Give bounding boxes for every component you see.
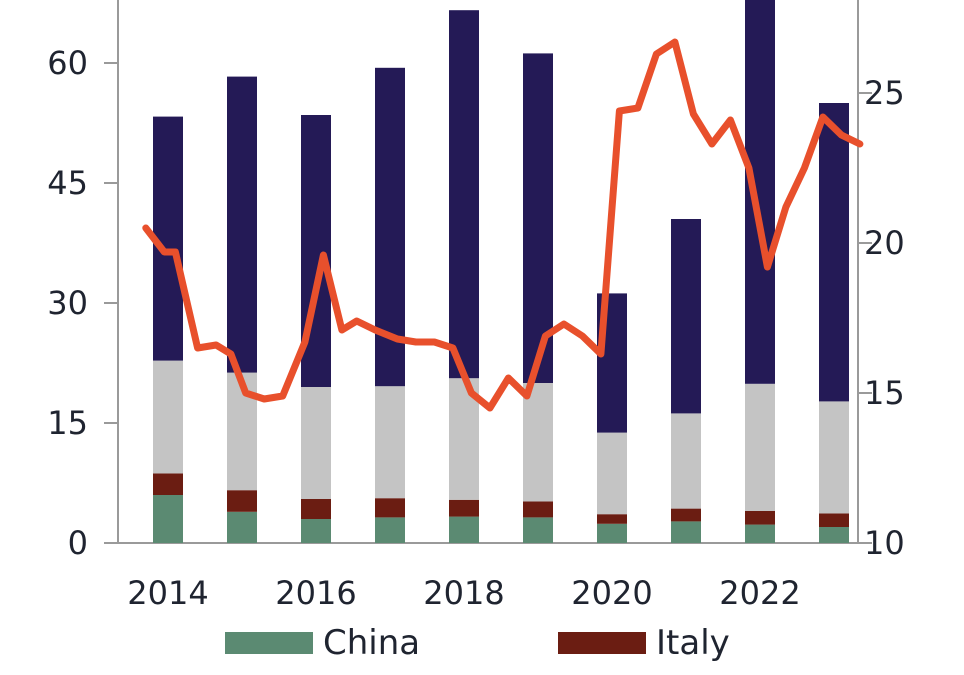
bar-segment-2022-s3	[745, 0, 775, 384]
bar-segment-2022-s0	[745, 524, 775, 543]
bar-segment-2014-s0	[153, 495, 183, 543]
bar-segment-2016-s0	[301, 519, 331, 543]
x-tick-label: 2018	[423, 574, 504, 612]
y-left-tick-label: 60	[47, 44, 88, 82]
bar-segment-2014-s2	[153, 360, 183, 474]
bar-segment-2023-s1	[819, 513, 849, 527]
x-tick-label: 2014	[127, 574, 208, 612]
y-left-ticks: 0 15 30 45 60	[47, 44, 118, 562]
bar-segment-2018-s0	[449, 516, 479, 543]
y-right-tick-label: 25	[864, 74, 905, 112]
bar-segment-2020-s0	[597, 523, 627, 543]
bar-stacks	[153, 0, 849, 543]
bar-segment-2014-s1	[153, 473, 183, 495]
x-tick-labels: 2014 2016 2018 2020 2022	[127, 574, 800, 612]
bar-segment-2017-s0	[375, 517, 405, 543]
bar-segment-2019-s0	[523, 517, 553, 543]
bar-segment-2022-s1	[745, 511, 775, 525]
bar-segment-2023-s0	[819, 527, 849, 543]
legend-swatch	[225, 632, 313, 654]
bar-segment-2021-s2	[671, 413, 701, 509]
x-tick-label: 2020	[571, 574, 652, 612]
bar-segment-2021-s3	[671, 219, 701, 414]
y-left-tick-label: 15	[47, 404, 88, 442]
y-right-ticks: 10 15 20 25	[858, 74, 905, 562]
bar-segment-2015-s3	[227, 76, 257, 373]
y-left-tick-label: 30	[47, 284, 88, 322]
line-series-path	[142, 38, 864, 412]
bar-segment-2018-s3	[449, 10, 479, 379]
bar-segment-2018-s1	[449, 499, 479, 517]
bar-segment-2019-s1	[523, 501, 553, 518]
legend: China Italy	[225, 623, 730, 663]
y-right-tick-label: 15	[864, 374, 905, 412]
bar-segment-2016-s1	[301, 499, 331, 519]
bar-segment-2020-s1	[597, 514, 627, 524]
y-right-tick-label: 10	[864, 524, 905, 562]
bar-segment-2023-s3	[819, 103, 849, 402]
bar-segment-2015-s1	[227, 490, 257, 512]
x-tick-label: 2016	[275, 574, 356, 612]
y-left-tick-label: 45	[47, 164, 88, 202]
bar-segment-2017-s1	[375, 498, 405, 518]
y-right-tick-label: 20	[864, 224, 905, 262]
bar-segment-2022-s2	[745, 383, 775, 511]
y-left-tick-label: 0	[68, 524, 88, 562]
bar-segment-2023-s2	[819, 401, 849, 514]
bar-segment-2015-s0	[227, 511, 257, 543]
line-series	[142, 38, 864, 412]
bar-segment-2019-s2	[523, 383, 553, 502]
x-tick-label: 2022	[719, 574, 800, 612]
legend-label: Italy	[656, 623, 730, 663]
bar-segment-2020-s2	[597, 432, 627, 515]
legend-label: China	[323, 623, 420, 663]
bar-segment-2021-s1	[671, 508, 701, 522]
legend-swatch	[558, 632, 646, 654]
bar-segment-2021-s0	[671, 521, 701, 543]
bar-segment-2016-s2	[301, 387, 331, 499]
bar-segment-2017-s2	[375, 386, 405, 499]
bar-segment-2019-s3	[523, 53, 553, 384]
